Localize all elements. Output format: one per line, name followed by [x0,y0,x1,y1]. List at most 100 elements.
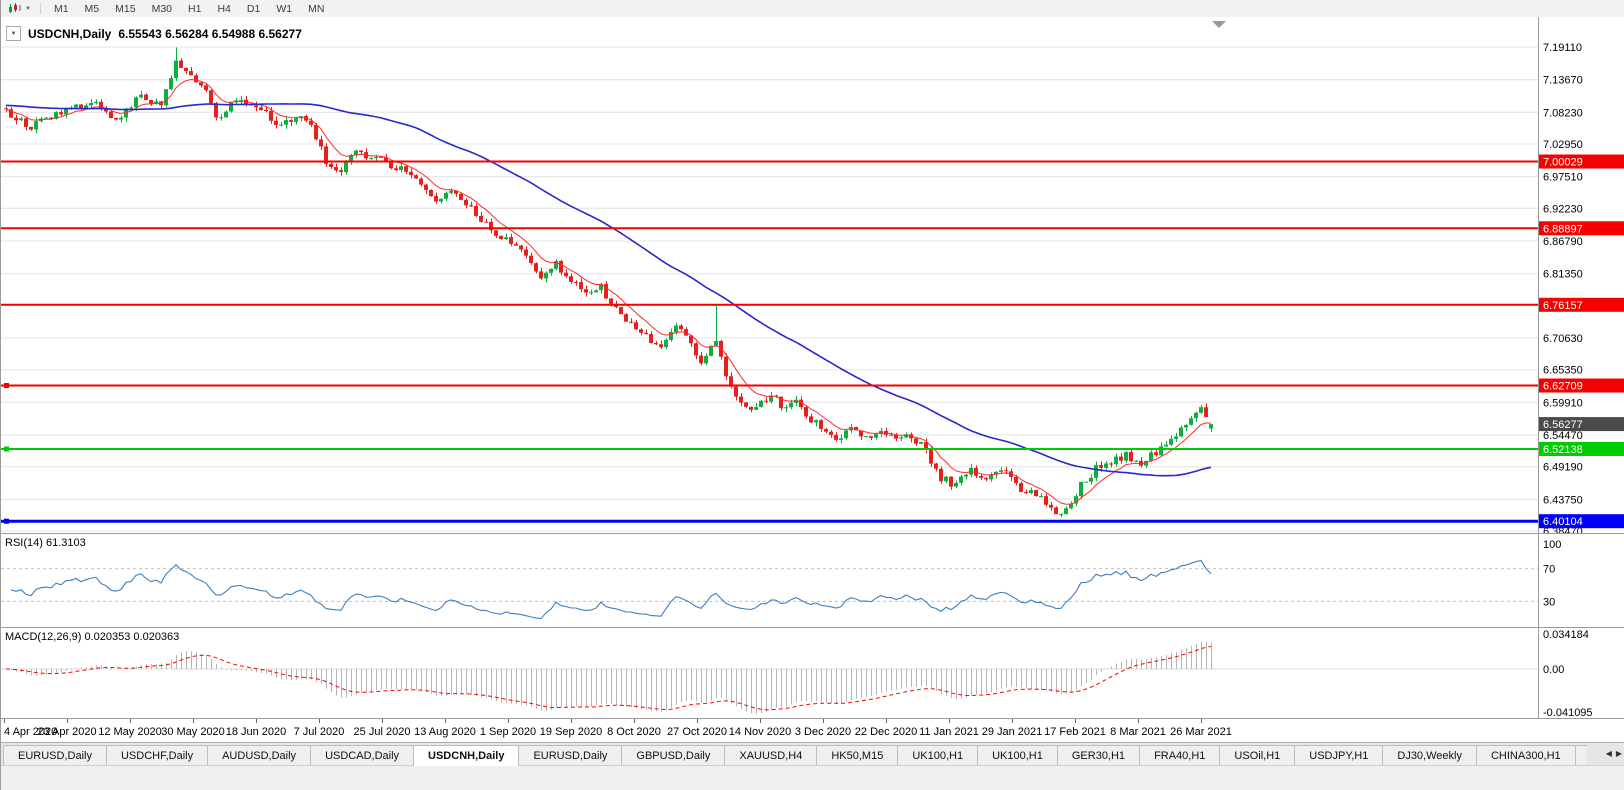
chart-tab-list: EURUSD,Daily USDCHF,Daily AUDUSD,Daily USDC… [3,745,1587,766]
chart-shift-marker[interactable] [1212,21,1226,28]
tab-scroll-right-button[interactable]: ▶ [1615,749,1622,758]
rsi-label: RSI(14) 61.3103 [5,537,86,549]
chart-tab-UK100-H1[interactable]: UK100,H1 [897,745,979,766]
chart-type-button[interactable]: ▼ [4,3,35,14]
chart-tab-USDCNH-Daily[interactable]: USDCNH,Daily [413,745,520,766]
macd-canvas[interactable]: 0.034184 0.00 -0.041095 [1,628,1624,719]
chart-tab-FRA40-H1[interactable]: FRA40,H1 [1139,745,1221,766]
time-tick [634,719,635,723]
svg-text:100: 100 [1543,539,1561,551]
time-scale[interactable]: 4 Apr 2020 23 Apr 2020 12 May 2020 30 May 2… [1,718,1624,743]
svg-text:70: 70 [1543,564,1555,576]
chart-tab-XAUUSD-H4[interactable]: XAUUSD,H4 [724,745,818,766]
level-handle[interactable] [4,383,9,388]
chart-tab-DJ30-Weekly[interactable]: DJ30,Weekly [1382,745,1477,766]
timeframe-button-M5[interactable]: M5 [84,2,100,15]
chart-tab-USDCAD-Daily[interactable]: USDCAD,Daily [310,745,415,766]
svg-text:6.65350: 6.65350 [1543,365,1583,377]
horizontal-level-lines[interactable]: 7.00029 6.88897 6.76157 6.62709 6.52138 6.401… [1,154,1624,529]
time-tick [193,719,194,723]
svg-text:6.76157: 6.76157 [1543,300,1583,312]
level-handle[interactable] [4,518,9,524]
tab-scroll-buttons: ◀ ▶ [1606,749,1622,758]
chart-tab-CHINA300-H1[interactable]: CHINA300,H1 [1475,745,1576,766]
macd-histogram [11,641,1212,714]
rsi-canvas[interactable]: 100 70 30 [1,534,1624,628]
price-chart-canvas[interactable]: 7.19110 7.13670 7.08230 7.02950 6.97510 6.922… [1,17,1624,533]
timeframe-button-M1[interactable]: M1 [53,2,69,15]
level-price-tag [1539,154,1624,169]
price-scale[interactable]: 7.19110 7.13670 7.08230 7.02950 6.97510 6.922… [1538,17,1583,533]
chart-title: ▼ USDCNH,Daily 6.55543 6.56284 6.54988 6… [6,26,302,41]
time-label: 11 Jan 2021 [919,726,979,738]
chart-tab-EURUSD-Daily[interactable]: EURUSD,Daily [3,745,107,766]
chart-tab-bar: EURUSD,Daily USDCHF,Daily AUDUSD,Daily USDC… [1,742,1624,766]
toolbar-separator [39,3,41,14]
svg-text:6.86790: 6.86790 [1543,236,1583,248]
grid-layer [1,46,1538,532]
chart-tab-U[interactable]: U [1574,745,1587,766]
timeframe-button-M15[interactable]: M15 [115,2,136,15]
time-label: 8 Oct 2020 [607,726,661,738]
time-tick [508,719,509,723]
time-label: 14 Nov 2020 [728,726,792,738]
timeframe-button-D1[interactable]: D1 [246,2,261,15]
timeframe-button-M30[interactable]: M30 [151,2,173,15]
status-strip [1,765,1624,790]
time-label: 30 May 2020 [161,726,225,738]
time-tick [823,719,824,723]
price-chart-panel[interactable]: 7.19110 7.13670 7.08230 7.02950 6.97510 6.922… [1,17,1624,533]
chart-tab-USDJPY-H1[interactable]: USDJPY,H1 [1294,745,1384,766]
timeframe-button-W1[interactable]: W1 [276,2,293,15]
time-tick [1012,719,1013,723]
svg-text:0.034184: 0.034184 [1543,629,1589,641]
time-label: 17 Feb 2021 [1044,726,1106,738]
time-tick [1075,719,1076,723]
macd-indicator-panel[interactable]: 0.034184 0.00 -0.041095 MACD(12,26,9) 0.02… [1,627,1624,719]
svg-text:6.56277: 6.56277 [1543,419,1583,431]
timeframe-toolbar: ▼ M1 M5 M15 M30 H1 H4 D1 W1 MN [1,0,1624,18]
candles-layer [4,47,1213,518]
svg-text:6.88897: 6.88897 [1543,223,1583,235]
svg-text:6.92230: 6.92230 [1543,203,1583,215]
macd-signal-line [5,645,1212,711]
level-handle[interactable] [4,446,9,452]
time-label: 26 Mar 2021 [1170,726,1232,738]
timeframe-button-H4[interactable]: H4 [217,2,231,15]
time-label: 3 Dec 2020 [794,726,852,738]
chart-tab-USOil-H1[interactable]: USOil,H1 [1219,745,1296,766]
macd-label: MACD(12,26,9) 0.020353 0.020363 [5,631,180,643]
time-tick [571,719,572,723]
level-price-tag [1539,442,1624,456]
chart-tab-GER30-H1[interactable]: GER30,H1 [1056,745,1141,766]
svg-text:6.52138: 6.52138 [1543,444,1583,456]
timeframe-button-MN[interactable]: MN [308,2,325,15]
chart-tab-AUDUSD-Daily[interactable]: AUDUSD,Daily [207,745,312,766]
rsi-indicator-panel[interactable]: 100 70 30 RSI(14) 61.3103 [1,533,1624,628]
time-tick [256,719,257,723]
current-price-label: 6.56277 [1539,417,1624,432]
timeframe-button-H1[interactable]: H1 [188,2,202,15]
chart-tab-HK50-M15[interactable]: HK50,M15 [816,745,899,766]
svg-text:6.59910: 6.59910 [1543,397,1583,409]
svg-text:6.40104: 6.40104 [1543,516,1583,528]
svg-text:6.43750: 6.43750 [1543,494,1583,506]
time-tick [1201,719,1202,723]
svg-text:6.49190: 6.49190 [1543,462,1583,474]
svg-text:6.38470: 6.38470 [1543,526,1583,533]
svg-text:7.19110: 7.19110 [1543,42,1582,54]
svg-text:6.97510: 6.97510 [1543,172,1583,184]
collapse-indicator-button[interactable]: ▼ [6,26,21,41]
time-tick [130,719,131,723]
time-label: 22 Dec 2020 [854,726,918,738]
svg-text:7.00029: 7.00029 [1543,157,1583,169]
chart-tab-UK100-H1[interactable]: UK100,H1 [977,745,1058,766]
chart-tab-EURUSD-Daily[interactable]: EURUSD,Daily [518,745,623,766]
chart-tab-GBPUSD-Daily[interactable]: GBPUSD,Daily [621,745,726,766]
chart-tab-USDCHF-Daily[interactable]: USDCHF,Daily [105,745,209,766]
chart-ohlc-values: 6.55543 6.56284 6.54988 6.56277 [118,26,302,41]
time-label: 7 Jul 2020 [293,726,345,738]
tab-scroll-left-button[interactable]: ◀ [1605,749,1612,758]
fast-ma-line [5,78,1212,505]
timeframe-button-group: M1 M5 M15 M30 H1 H4 D1 W1 MN [46,2,332,16]
